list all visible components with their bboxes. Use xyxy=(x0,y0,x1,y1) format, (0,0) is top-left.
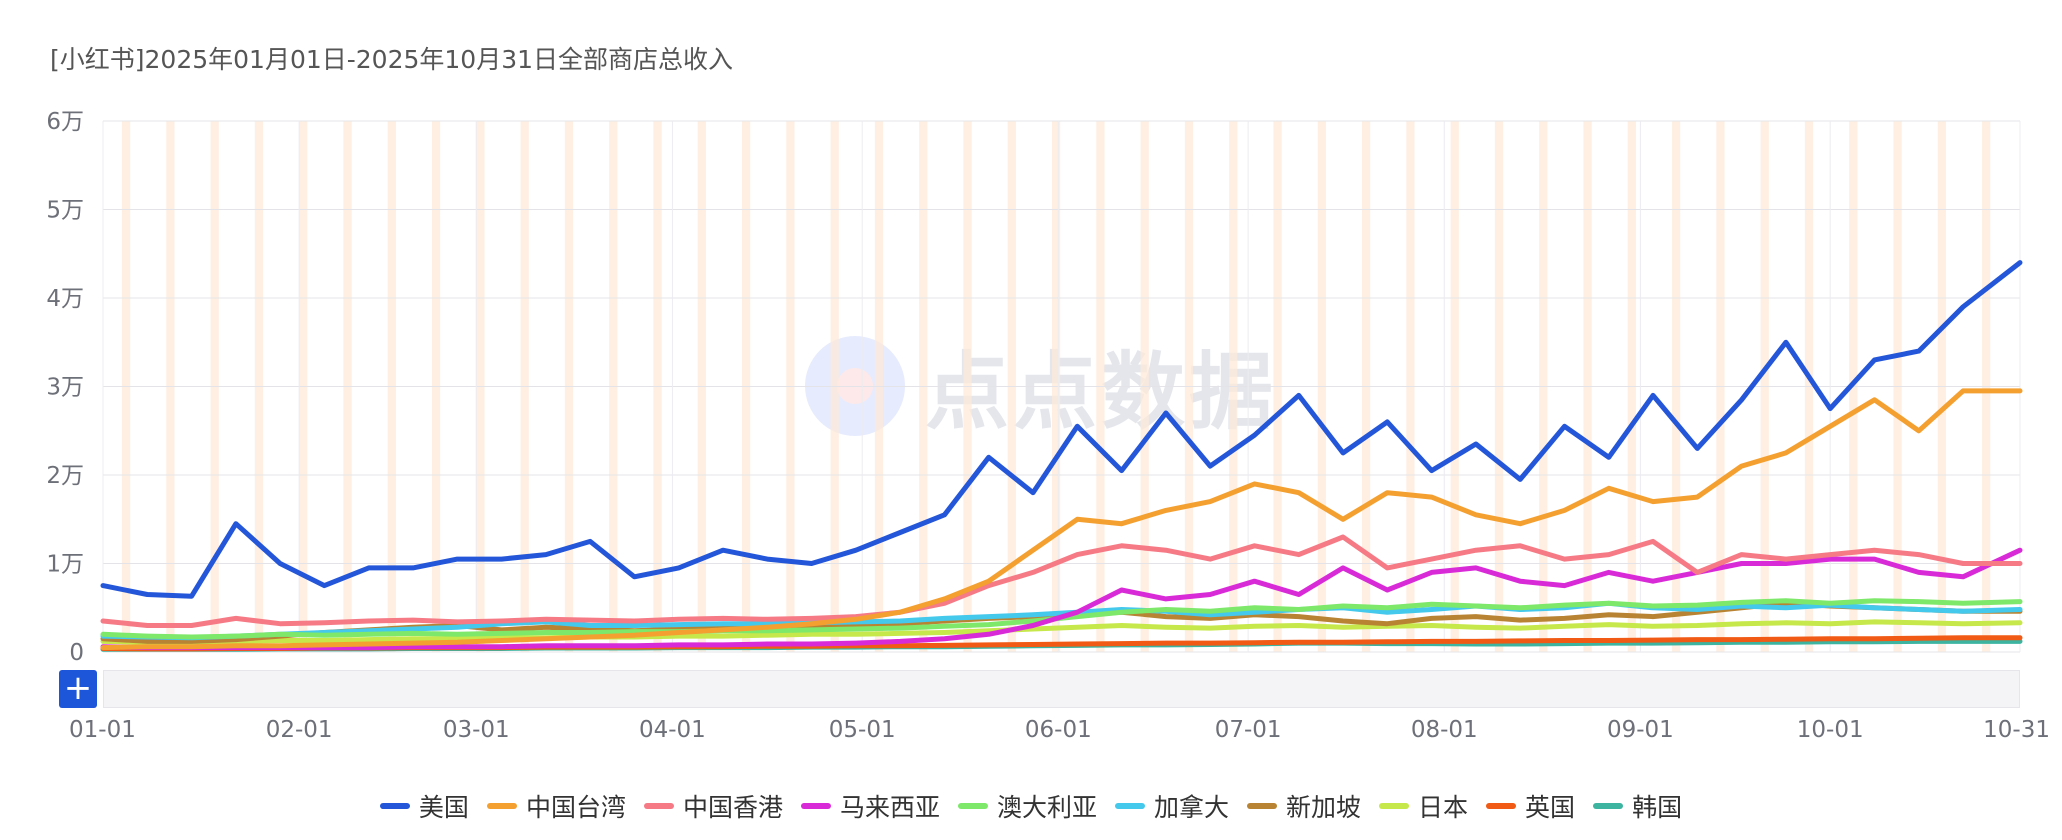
y-tick-label: 6万 xyxy=(46,109,84,135)
x-tick-label: 10-01 xyxy=(1797,717,1864,743)
legend: 美国 中国台湾 中国香港 马来西亚 澳大利亚 加拿大 新加坡 日本 英国 韩国 xyxy=(0,786,2062,824)
x-axis-ticks: 01-01 02-01 03-01 04-01 05-01 06-01 07-01 08-01… xyxy=(69,717,2050,743)
y-tick-label: 1万 xyxy=(46,552,84,578)
legend-item[interactable]: 中国香港 xyxy=(643,788,783,824)
y-tick-label: 2万 xyxy=(46,463,84,489)
grid-lines xyxy=(102,120,2021,653)
legend-swatch xyxy=(1593,803,1624,809)
legend-label: 日本 xyxy=(1418,793,1469,822)
y-axis-ticks: 0 1万 2万 3万 4万 5万 6万 xyxy=(46,109,84,666)
legend-swatch xyxy=(486,803,517,809)
watermark-logo xyxy=(805,335,905,436)
series-line-0 xyxy=(100,260,2023,599)
legend-swatch xyxy=(1247,803,1278,809)
x-tick-label: 10-31 xyxy=(1983,717,2050,743)
x-tick-label: 08-01 xyxy=(1411,717,1478,743)
chart-title: [小红书]2025年01月01日-2025年10月31日全部商店总收入 xyxy=(50,45,734,74)
legend-swatch xyxy=(1115,803,1145,809)
legend-swatch xyxy=(800,803,831,809)
series-line-7 xyxy=(100,619,2023,645)
series-line-3 xyxy=(100,547,2023,651)
legend-label: 中国台湾 xyxy=(525,793,626,822)
x-tick-label: 02-01 xyxy=(266,717,333,743)
x-tick-label: 09-01 xyxy=(1607,717,1674,743)
series-line-1 xyxy=(100,388,2023,651)
legend-swatch xyxy=(1486,803,1517,809)
legend-item[interactable]: 美国 xyxy=(379,788,469,824)
legend-item[interactable]: 马来西亚 xyxy=(800,788,940,824)
legend-label: 英国 xyxy=(1525,793,1576,822)
x-tick-label: 03-01 xyxy=(443,717,510,743)
legend-item[interactable]: 韩国 xyxy=(1593,788,1682,824)
legend-label: 马来西亚 xyxy=(839,793,940,822)
legend-swatch xyxy=(379,803,410,809)
legend-item[interactable]: 日本 xyxy=(1379,788,1468,824)
legend-swatch xyxy=(1379,803,1410,809)
zoom-add-button[interactable]: + xyxy=(59,670,97,708)
legend-label: 澳大利亚 xyxy=(996,793,1097,822)
legend-label: 中国香港 xyxy=(682,793,783,822)
legend-label: 加拿大 xyxy=(1154,793,1230,822)
y-tick-label: 4万 xyxy=(46,286,84,312)
x-tick-label: 01-01 xyxy=(69,717,136,743)
series-line-2 xyxy=(100,534,2023,628)
legend-label: 美国 xyxy=(418,793,469,822)
zoom-slider-track[interactable] xyxy=(103,670,2020,708)
legend-label: 新加坡 xyxy=(1286,793,1362,822)
x-tick-label: 07-01 xyxy=(1215,717,1282,743)
y-tick-label: 3万 xyxy=(46,375,84,401)
legend-item[interactable]: 中国台湾 xyxy=(486,788,626,824)
legend-label: 韩国 xyxy=(1632,793,1683,822)
x-tick-label: 06-01 xyxy=(1025,717,1092,743)
x-tick-label: 05-01 xyxy=(829,717,896,743)
legend-item[interactable]: 澳大利亚 xyxy=(957,788,1097,824)
x-tick-label: 04-01 xyxy=(639,717,706,743)
legend-item[interactable]: 英国 xyxy=(1486,788,1575,824)
y-tick-label: 0 xyxy=(69,640,84,666)
legend-item[interactable]: 加拿大 xyxy=(1115,788,1229,824)
legend-swatch xyxy=(957,803,988,809)
legend-item[interactable]: 新加坡 xyxy=(1247,788,1361,824)
legend-swatch xyxy=(643,803,674,809)
series-lines xyxy=(100,260,2023,652)
y-tick-label: 5万 xyxy=(46,198,84,224)
series-line-5 xyxy=(100,600,2023,641)
